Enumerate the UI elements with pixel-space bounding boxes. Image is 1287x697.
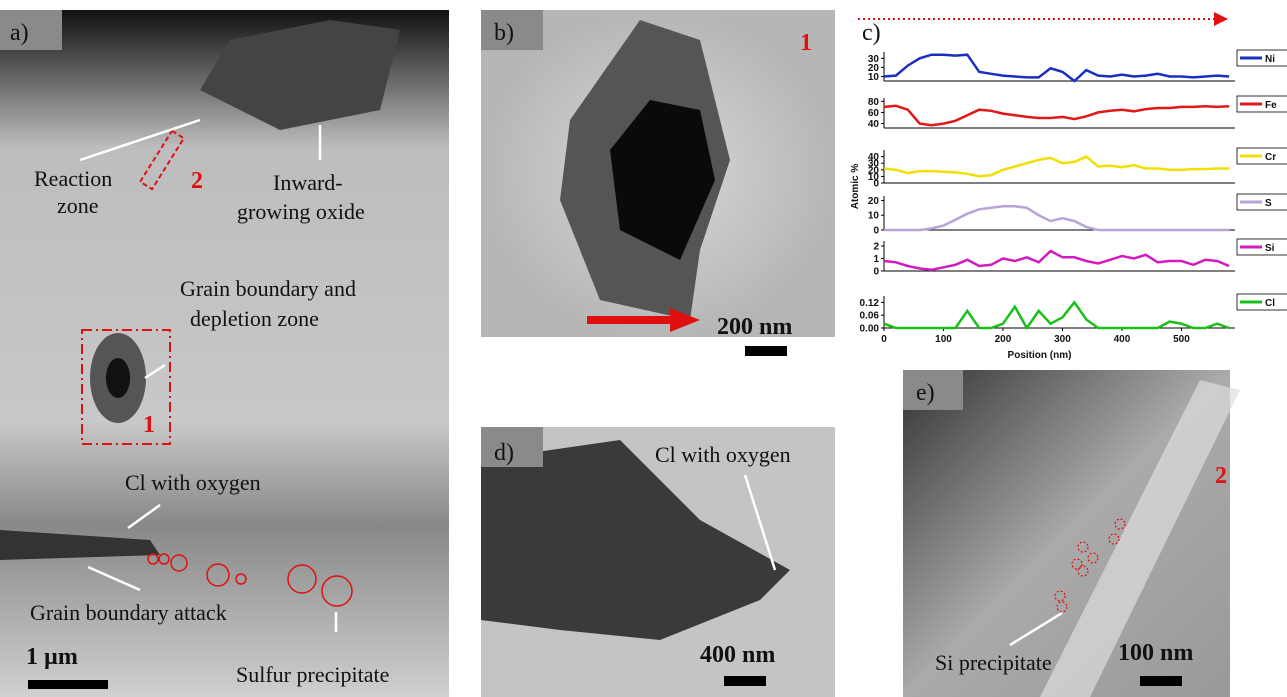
data-line (884, 157, 1229, 177)
scan-direction-head (1214, 12, 1228, 26)
annotation: growing oxide (237, 199, 365, 224)
x-tick-label: 0 (881, 334, 887, 345)
panel-e: e) 2 Si precipitate 100 nm (903, 370, 1240, 697)
region-marker: 2 (1215, 463, 1227, 489)
x-tick-label: 500 (1173, 334, 1190, 345)
annotation: zone (57, 193, 99, 218)
panel-a: a) 1 2 Reaction zone Inward- growing oxi… (0, 10, 449, 697)
data-line (884, 251, 1229, 270)
region-marker: 1 (800, 30, 812, 56)
figure: a) 1 2 Reaction zone Inward- growing oxi… (0, 0, 1287, 697)
legend-label: Ni (1265, 54, 1275, 65)
annotation: Grain boundary and (180, 276, 356, 301)
box-label: 1 (143, 412, 155, 438)
y-tick-label: 0.00 (860, 324, 880, 335)
panel-label: c) (862, 20, 881, 46)
annotation: Cl with oxygen (655, 442, 791, 467)
y-tick-label: 30 (868, 54, 880, 65)
y-tick-label: 0.06 (860, 311, 880, 322)
data-line (884, 55, 1229, 81)
y-tick-label: 1 (873, 254, 879, 265)
panel-label: b) (494, 20, 514, 46)
annotation: Si precipitate (935, 650, 1052, 675)
scale-bar (1140, 676, 1182, 686)
x-tick-label: 100 (935, 334, 952, 345)
data-line (884, 206, 1229, 230)
y-tick-label: 40 (868, 152, 880, 163)
annotation: Sulfur precipitate (236, 662, 389, 687)
x-tick-label: 200 (995, 334, 1012, 345)
y-tick-label: 0.12 (860, 298, 880, 309)
annotation: Cl with oxygen (125, 470, 261, 495)
void-core (106, 358, 130, 398)
legend-label: Cl (1265, 298, 1275, 309)
y-tick-label: 20 (868, 196, 880, 207)
data-line (884, 106, 1229, 125)
panel-c: c) (858, 12, 1228, 46)
annotation: Reaction (34, 166, 112, 191)
data-line (884, 302, 1229, 328)
y-tick-label: 0 (873, 226, 879, 237)
scale-bar (724, 676, 766, 686)
panel-label: a) (10, 20, 29, 46)
legend-label: Fe (1265, 100, 1277, 111)
y-tick-label: 2 (873, 242, 879, 253)
annotation: Inward- (273, 170, 343, 195)
x-tick-label: 400 (1114, 334, 1131, 345)
x-axis-label: Position (nm) (1008, 350, 1072, 361)
y-axis-label: Atomic % (850, 164, 861, 210)
annotation: Grain boundary attack (30, 600, 227, 625)
x-tick-label: 300 (1054, 334, 1071, 345)
scale-label: 1 µm (26, 644, 78, 670)
y-tick-label: 0 (873, 267, 879, 278)
panel-label: e) (916, 380, 935, 406)
y-tick-label: 80 (868, 97, 880, 108)
y-tick-label: 60 (868, 108, 880, 119)
panel-d: d) Cl with oxygen 400 nm (481, 427, 835, 697)
panel-label: d) (494, 440, 514, 466)
annotation: depletion zone (190, 306, 319, 331)
scale-bar (745, 346, 787, 356)
legend-label: S (1265, 198, 1272, 209)
micrograph (0, 10, 449, 697)
scale-label: 400 nm (700, 642, 775, 668)
legend-label: Cr (1265, 152, 1276, 163)
scale-bar (28, 680, 108, 689)
scale-label: 100 nm (1118, 640, 1193, 666)
panel-b: b) 1 200 nm (481, 10, 835, 356)
y-tick-label: 40 (868, 119, 880, 130)
legend-label: Si (1265, 243, 1275, 254)
scale-label: 200 nm (717, 314, 792, 340)
y-tick-label: 10 (868, 211, 880, 222)
box-label: 2 (191, 168, 203, 194)
